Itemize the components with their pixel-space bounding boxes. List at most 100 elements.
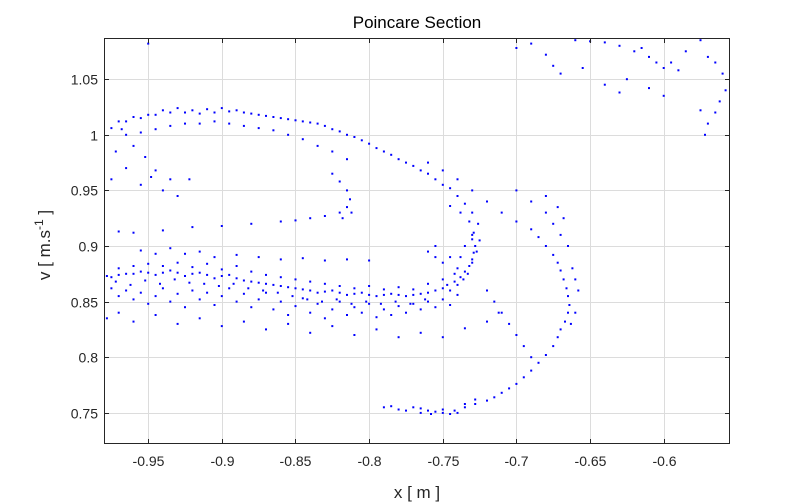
data-point [559, 328, 562, 331]
data-point [456, 267, 459, 270]
data-point [567, 295, 569, 298]
data-point [309, 331, 312, 334]
data-point [228, 287, 231, 290]
data-point [132, 320, 135, 323]
data-point [379, 302, 382, 305]
data-point [316, 122, 319, 125]
data-point [191, 109, 194, 112]
data-point [471, 258, 474, 261]
data-point [191, 272, 194, 275]
data-point [574, 278, 577, 281]
data-point [206, 291, 209, 294]
data-point [530, 356, 533, 359]
data-point [150, 176, 153, 178]
x-tick-label: -0.7 [504, 453, 528, 469]
data-point [198, 271, 201, 274]
data-point [375, 295, 378, 298]
data-point [471, 261, 474, 264]
data-point [213, 111, 216, 114]
data-point [471, 211, 474, 214]
data-point [265, 328, 267, 331]
data-point [331, 128, 334, 131]
data-point [257, 127, 260, 130]
data-point [346, 158, 348, 161]
data-point [537, 361, 540, 364]
data-point [169, 247, 172, 250]
data-point [191, 226, 194, 229]
y-tick-label: 0.95 [71, 183, 98, 199]
data-point [301, 120, 304, 123]
data-point [405, 409, 407, 412]
data-point [349, 198, 351, 201]
data-point [382, 288, 385, 291]
data-point [139, 131, 142, 134]
data-point [412, 302, 415, 305]
data-point [515, 189, 518, 192]
data-point [419, 308, 422, 311]
data-point [287, 286, 290, 289]
data-point [161, 287, 164, 290]
y-tick-label: 0.8 [79, 350, 99, 366]
x-tick-label: -0.95 [133, 453, 165, 469]
data-point [522, 376, 525, 379]
data-point [397, 336, 400, 339]
data-point [441, 183, 444, 186]
data-point [301, 257, 304, 260]
data-point [625, 78, 628, 81]
data-point [412, 293, 415, 296]
data-point [456, 283, 459, 286]
data-point [169, 124, 172, 127]
data-point [228, 273, 231, 276]
data-point [552, 345, 555, 348]
data-point [375, 328, 378, 331]
data-point [412, 288, 415, 291]
data-point [276, 291, 279, 294]
data-point [449, 413, 452, 415]
data-point [463, 245, 466, 247]
data-point [250, 112, 253, 115]
data-point [346, 189, 348, 192]
data-point [110, 276, 113, 279]
data-point [434, 410, 437, 413]
data-point [301, 138, 304, 141]
data-point [125, 289, 128, 292]
data-point [441, 287, 444, 290]
data-point [497, 311, 500, 314]
data-point [331, 150, 334, 153]
data-point [427, 282, 429, 285]
data-point [117, 311, 120, 314]
data-point [368, 142, 371, 145]
data-point [706, 122, 709, 125]
data-point [125, 167, 128, 170]
data-point [655, 61, 658, 64]
data-point [556, 261, 559, 264]
data-point [206, 262, 209, 265]
data-point [508, 322, 511, 325]
data-point [323, 124, 326, 127]
data-point [323, 215, 326, 217]
data-point [449, 205, 452, 207]
data-point [453, 280, 456, 283]
data-point [161, 109, 164, 112]
data-point [161, 229, 164, 232]
data-point [397, 158, 400, 161]
data-point [474, 245, 477, 247]
data-point [449, 187, 452, 190]
data-point [562, 278, 565, 281]
data-point [272, 129, 275, 132]
data-point [375, 316, 378, 319]
data-point [441, 408, 444, 411]
data-point [500, 311, 503, 314]
data-point [471, 233, 474, 236]
data-point [173, 278, 176, 281]
data-point [184, 122, 186, 125]
data-point [338, 211, 341, 214]
data-point [235, 253, 238, 256]
data-point [335, 298, 338, 301]
data-point [331, 289, 334, 292]
data-point [117, 267, 120, 270]
data-point [456, 195, 459, 197]
data-point [316, 291, 319, 294]
y-tick-label: 0.75 [71, 406, 98, 422]
data-point [213, 304, 216, 306]
